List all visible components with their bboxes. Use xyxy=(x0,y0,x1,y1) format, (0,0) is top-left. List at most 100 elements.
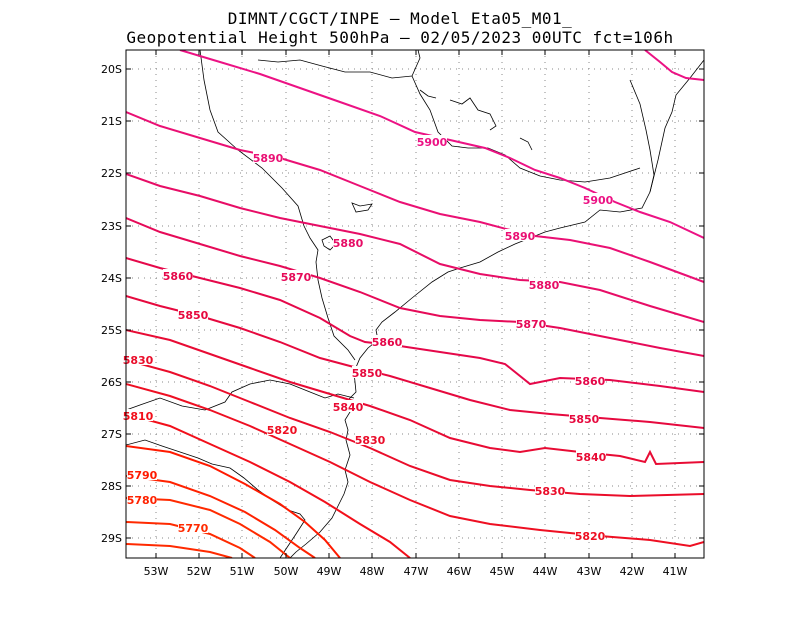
contour-label-bg-19 xyxy=(576,450,606,462)
contour-label-24: 5820 xyxy=(575,530,606,543)
lat-label-5: 25S xyxy=(101,324,122,337)
contour-5850-6 xyxy=(126,295,704,429)
contour-label-bg-11 xyxy=(123,353,153,365)
contour-label-16: 5820 xyxy=(267,424,298,437)
lat-label-4: 24S xyxy=(101,272,122,285)
contour-5900-1 xyxy=(179,50,704,239)
contour-label-bg-22 xyxy=(127,493,157,505)
border-state-3 xyxy=(126,397,206,411)
contour-5840-7 xyxy=(126,329,704,466)
lat-label-0: 20S xyxy=(101,63,122,76)
contour-label-19: 5840 xyxy=(576,451,607,464)
contour-label-bg-17 xyxy=(569,412,599,424)
contour-label-bg-9 xyxy=(516,317,546,329)
contour-label-bg-13 xyxy=(575,374,605,386)
map-frame xyxy=(125,49,705,559)
lon-label-12: 41W xyxy=(663,565,688,578)
contour-label-bg-15 xyxy=(123,409,153,421)
contour-label-bg-23 xyxy=(178,521,208,533)
contour-label-bg-6 xyxy=(163,269,193,281)
lat-label-1: 21S xyxy=(101,115,122,128)
reservoir-4 xyxy=(519,137,533,151)
contour-label-bg-21 xyxy=(535,484,565,496)
border-state-1 xyxy=(199,50,356,361)
reservoir-5 xyxy=(419,89,437,99)
contour-5770-13 xyxy=(126,497,291,558)
lon-label-6: 47W xyxy=(404,565,429,578)
contour-label-7: 5880 xyxy=(529,279,560,292)
lon-label-8: 45W xyxy=(490,565,515,578)
contour-5870-4 xyxy=(126,217,704,357)
coastlines xyxy=(126,50,704,558)
border-state-2 xyxy=(204,379,355,411)
contour-label-bg-0 xyxy=(417,135,447,147)
coastline-main xyxy=(289,59,704,558)
lon-label-5: 48W xyxy=(360,565,385,578)
contour-label-8: 5850 xyxy=(178,309,209,322)
contour-label-bg-2 xyxy=(583,193,613,205)
height-contours xyxy=(126,50,704,558)
contour-5830-8 xyxy=(126,359,704,498)
reservoir-2 xyxy=(351,202,373,213)
contour-label-bg-14 xyxy=(333,400,363,412)
lon-label-2: 51W xyxy=(230,565,255,578)
border-state-5 xyxy=(257,59,641,183)
border-state-7 xyxy=(629,79,655,193)
axis-labels: 20S 21S 22S 23S 24S 25S 26S 27S 28S 29S 53W 52W 51W 5… xyxy=(101,50,704,578)
border-state-4 xyxy=(126,439,306,558)
contour-label-10: 5860 xyxy=(372,336,403,349)
contour-label-4: 5880 xyxy=(333,237,364,250)
contour-label-bg-3 xyxy=(505,229,535,241)
lat-label-9: 29S xyxy=(101,532,122,545)
lat-label-7: 27S xyxy=(101,428,122,441)
contour-label-18: 5830 xyxy=(355,434,386,447)
contour-label-bg-8 xyxy=(178,308,208,320)
lon-label-9: 44W xyxy=(533,565,558,578)
contour-5890-2 xyxy=(126,111,704,283)
lon-label-0: 53W xyxy=(144,565,169,578)
lon-label-4: 49W xyxy=(317,565,342,578)
contour-5900-0 xyxy=(644,50,704,81)
graticule xyxy=(126,50,704,558)
contour-label-bg-7 xyxy=(529,278,559,290)
contour-labels: 5900 5890 5900 5890 5880 5870 5860 5880 5850 5870… xyxy=(123,135,614,543)
contour-label-17: 5850 xyxy=(569,413,600,426)
contour-label-15: 5810 xyxy=(123,410,154,423)
border-state-6 xyxy=(411,50,421,77)
contour-5770-15 xyxy=(126,543,233,558)
contour-label-bg-10 xyxy=(372,335,402,347)
contour-label-bg-16 xyxy=(267,423,297,435)
contour-label-1: 5890 xyxy=(253,152,284,165)
contour-label-0: 5900 xyxy=(417,136,448,149)
lon-label-3: 50W xyxy=(274,565,299,578)
lon-label-11: 42W xyxy=(620,565,645,578)
lon-label-1: 52W xyxy=(187,565,212,578)
contour-label-bg-18 xyxy=(355,433,385,445)
contour-label-5: 5870 xyxy=(281,271,312,284)
contour-5810-10 xyxy=(126,413,411,558)
contour-5880-3 xyxy=(126,173,704,323)
contour-label-14: 5840 xyxy=(333,401,364,414)
reservoir-1 xyxy=(449,97,497,131)
lat-label-6: 26S xyxy=(101,376,122,389)
contour-5770-14 xyxy=(126,521,256,558)
chart-title-line1: DIMNT/CGCT/INPE — Model Eta05_M01_ xyxy=(227,9,573,28)
contour-label-bg-20 xyxy=(127,468,157,480)
contour-5820-9 xyxy=(126,383,704,548)
contour-label-bg-4 xyxy=(333,236,363,248)
contour-5790-11 xyxy=(126,445,341,558)
lat-label-8: 28S xyxy=(101,480,122,493)
contour-label-11: 5830 xyxy=(123,354,154,367)
contour-label-20: 5790 xyxy=(127,469,158,482)
lon-label-10: 43W xyxy=(577,565,602,578)
contour-label-13: 5860 xyxy=(575,375,606,388)
lat-label-3: 23S xyxy=(101,220,122,233)
contour-5780-12 xyxy=(126,475,316,558)
lon-label-7: 46W xyxy=(447,565,472,578)
contour-label-23: 5770 xyxy=(178,522,209,535)
contour-label-bg-24 xyxy=(575,529,605,541)
contour-label-bg-1 xyxy=(253,151,283,163)
contour-label-2: 5900 xyxy=(583,194,614,207)
contour-label-21: 5830 xyxy=(535,485,566,498)
